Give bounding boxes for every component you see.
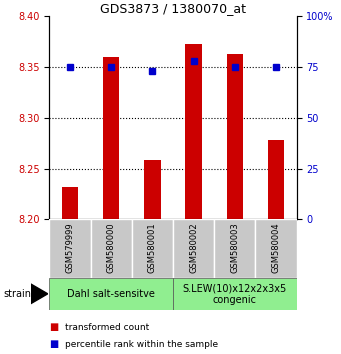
Bar — [49, 278, 173, 310]
Bar — [173, 278, 297, 310]
Title: GDS3873 / 1380070_at: GDS3873 / 1380070_at — [100, 2, 246, 15]
Bar — [132, 219, 173, 278]
Text: GSM580001: GSM580001 — [148, 222, 157, 273]
Text: S.LEW(10)x12x2x3x5
congenic: S.LEW(10)x12x2x3x5 congenic — [183, 283, 287, 305]
Text: Dahl salt-sensitve: Dahl salt-sensitve — [67, 289, 155, 299]
Bar — [144, 160, 161, 219]
Text: transformed count: transformed count — [65, 323, 149, 332]
Text: ■: ■ — [49, 322, 59, 332]
Bar — [49, 219, 91, 278]
Bar — [255, 219, 297, 278]
Bar — [62, 187, 78, 219]
Bar — [227, 53, 243, 219]
Text: GSM580002: GSM580002 — [189, 222, 198, 273]
Text: GSM580004: GSM580004 — [271, 222, 281, 273]
Text: GSM580000: GSM580000 — [107, 222, 116, 273]
Bar — [268, 140, 284, 219]
Text: GSM580003: GSM580003 — [231, 222, 239, 273]
Text: ■: ■ — [49, 339, 59, 349]
Text: percentile rank within the sample: percentile rank within the sample — [65, 339, 218, 349]
Bar — [173, 219, 214, 278]
Bar — [186, 44, 202, 219]
Text: GSM579999: GSM579999 — [65, 222, 75, 273]
Bar — [91, 219, 132, 278]
Bar — [214, 219, 255, 278]
Polygon shape — [31, 284, 48, 304]
Bar — [103, 57, 119, 219]
Text: strain: strain — [3, 289, 31, 299]
